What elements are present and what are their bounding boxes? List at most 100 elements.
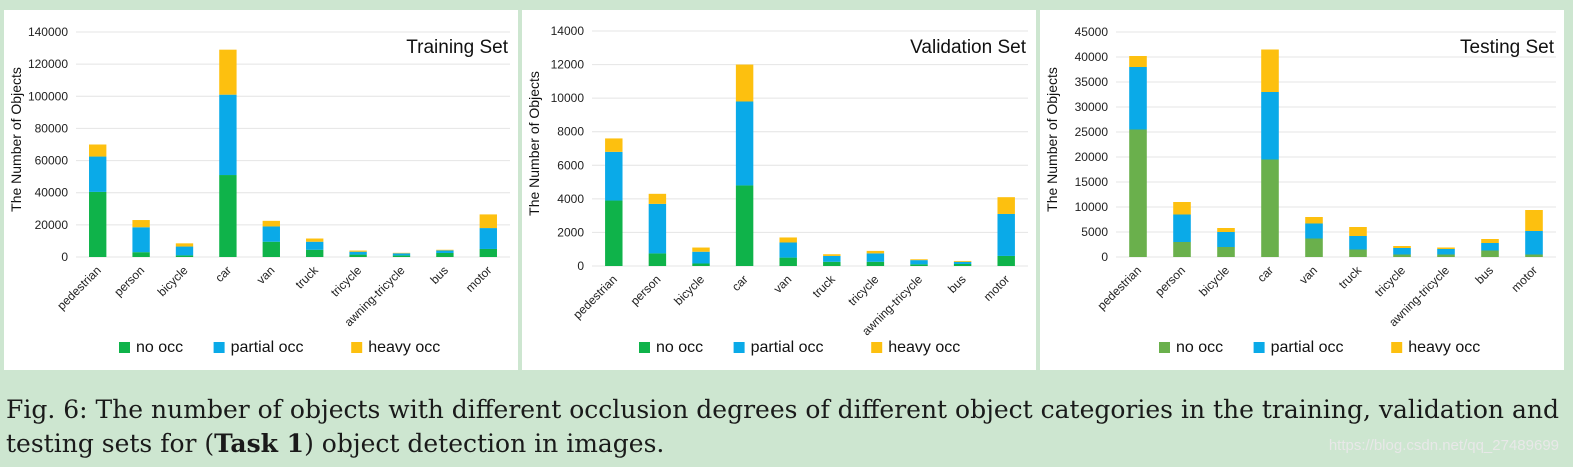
y-axis-label: The Number of Objects [1044,67,1060,212]
chart-training-set: 0 20000 40000 60000 80000 100000 120000 140000 T… [8,25,510,356]
legend-label: no occ [656,339,703,356]
bar-segment [175,243,194,247]
legend-swatch [1253,342,1265,353]
legend-label: heavy occ [888,339,960,356]
y-tick-label: 2000 [557,225,584,239]
x-tick-label: bus [945,272,969,296]
caption-prefix: Fig. 6: The number of objects with diffe… [6,395,1559,458]
bar-segment [349,254,367,257]
legend-label: no occ [1176,339,1223,356]
bar-segment [605,138,623,152]
bar-segment [648,253,667,266]
legend-swatch [119,342,130,353]
x-tick-label: person [111,263,147,299]
bar-segment [1393,246,1411,248]
legend-swatch [351,342,363,353]
bar-segment [392,253,411,256]
y-tick-label: 20000 [1075,150,1109,164]
bar-segment [735,64,754,102]
x-tick-label: pedestrian [1095,263,1145,313]
y-axis-label: The Number of Objects [8,67,24,212]
bar-segment [436,250,454,253]
bar-segment [132,220,150,228]
legend-label: partial occ [231,339,304,356]
bar-segment [1173,242,1191,257]
x-tick-label: bicycle [1196,263,1232,299]
y-tick-label: 15000 [1075,175,1109,189]
bar-segment [1217,228,1235,232]
bar-segment [1437,247,1455,249]
legend-label: partial occ [1271,339,1344,356]
y-tick-label: 0 [61,250,68,264]
x-tick-label: pedestrian [570,272,620,322]
bar-segment [779,257,797,266]
y-tick-label: 0 [577,259,584,273]
bar-segment [1349,227,1367,236]
bar-segment [997,213,1015,256]
bar-segment [175,255,194,257]
bar-segment [953,260,972,262]
bar-segment [953,261,972,264]
bar-segment [175,246,194,256]
y-tick-label: 140000 [28,25,68,39]
bar-segment [1393,248,1411,255]
bar-segment [866,253,885,262]
x-tick-label: motor [981,272,1013,304]
bar-segment [953,263,972,266]
x-tick-label: motor [1509,263,1541,295]
y-tick-label: 120000 [28,57,68,71]
bar-segment [779,242,797,258]
y-tick-label: 100000 [28,89,68,103]
bar-segment [1305,217,1323,224]
bar-segment [1481,250,1499,257]
bar-segment [823,261,841,266]
bar-segment [349,251,367,255]
legend-swatch [1391,342,1403,353]
y-tick-label: 45000 [1075,25,1109,39]
y-tick-label: 8000 [557,125,584,139]
x-tick-label: car [729,272,751,294]
y-tick-label: 10000 [1075,200,1109,214]
bar-segment [779,237,797,243]
bar-segment [306,241,324,250]
chart-validation-set: 0 2000 4000 6000 8000 10000 12000 14000 The Numb… [526,24,1028,356]
x-tick-label: bus [1473,263,1497,287]
bar-segment [306,238,324,242]
x-tick-label: truck [293,263,322,292]
chart-title: Training Set [406,37,508,58]
caption-bold: Task 1 [214,429,305,458]
bar-segment [1129,67,1147,130]
y-tick-label: 0 [1101,250,1108,264]
y-axis-label: The Number of Objects [526,71,542,216]
x-tick-label: car [212,263,234,285]
x-tick-label: person [628,272,664,308]
bar-segment [823,255,841,262]
bar-segment [1173,202,1191,215]
y-tick-label: 10000 [551,91,585,105]
bar-segment [1217,232,1235,247]
x-tick-label: bus [427,263,451,287]
bar-segment [1349,236,1367,250]
y-tick-label: 6000 [557,158,584,172]
bar-segment [479,214,497,229]
x-tick-label: car [1254,263,1276,285]
bar-segment [1305,238,1323,257]
bar-segment [910,260,928,265]
bar-segment [219,175,237,257]
bar-segment [735,185,754,266]
watermark: https://blog.csdn.net/qq_27489699 [1328,437,1559,454]
y-tick-label: 35000 [1075,75,1109,89]
x-tick-label: tricycle [1372,263,1409,300]
x-tick-label: van [254,263,278,287]
y-tick-label: 60000 [35,154,69,168]
bar-segment [306,249,324,257]
x-tick-label: van [1297,263,1321,287]
bar-segment [605,151,623,201]
bar-segment [1481,243,1499,251]
bar-segment [262,220,280,227]
bar-segment [262,241,280,257]
legend-swatch [213,342,225,353]
bar-segment [648,203,667,254]
x-tick-label: pedestrian [54,263,104,313]
legend-label: heavy occ [368,339,440,356]
